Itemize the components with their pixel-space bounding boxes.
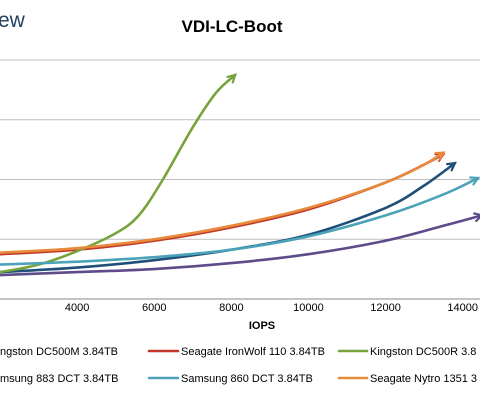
series-line-2 bbox=[0, 73, 237, 274]
chart-title: VDI-LC-Boot bbox=[181, 17, 282, 36]
x-tick-label-2: 8000 bbox=[219, 302, 243, 314]
series-end-arrow-2 bbox=[226, 73, 237, 84]
series-line-4 bbox=[0, 176, 480, 266]
x-axis-title: IOPS bbox=[249, 320, 275, 332]
plot-gridlines bbox=[0, 59, 480, 240]
series-line-3 bbox=[0, 214, 480, 277]
x-tick-label-4: 12000 bbox=[370, 302, 401, 314]
legend-label-4: Samsung 860 DCT 3.84TB bbox=[181, 373, 313, 385]
legend-label-3: msung 883 DCT 3.84TB bbox=[0, 373, 118, 385]
plot-series bbox=[0, 73, 480, 277]
legend-label-5: Seagate Nytro 1351 3 bbox=[370, 373, 477, 385]
x-tick-label-1: 6000 bbox=[142, 302, 166, 314]
legend-label-2: Kingston DC500R 3.8 bbox=[370, 346, 476, 358]
series-end-arrow-4 bbox=[469, 176, 480, 186]
series-end-arrow-0 bbox=[446, 161, 457, 172]
brand-logo-text: ew bbox=[0, 9, 26, 32]
x-tick-label-3: 10000 bbox=[293, 302, 324, 314]
legend-label-0: ngston DC500M 3.84TB bbox=[0, 346, 118, 358]
series-end-arrow-5 bbox=[434, 151, 446, 161]
legend: ngston DC500M 3.84TB Seagate IronWolf 110… bbox=[0, 346, 477, 385]
x-tick-labels: 4000 6000 8000 10000 12000 14000 bbox=[65, 302, 478, 314]
x-tick-label-0: 4000 bbox=[65, 302, 89, 314]
series-end-arrow-3 bbox=[473, 212, 480, 222]
series-line-5 bbox=[0, 151, 445, 254]
legend-label-1: Seagate IronWolf 110 3.84TB bbox=[181, 346, 325, 358]
x-tick-label-5: 14000 bbox=[447, 302, 478, 314]
